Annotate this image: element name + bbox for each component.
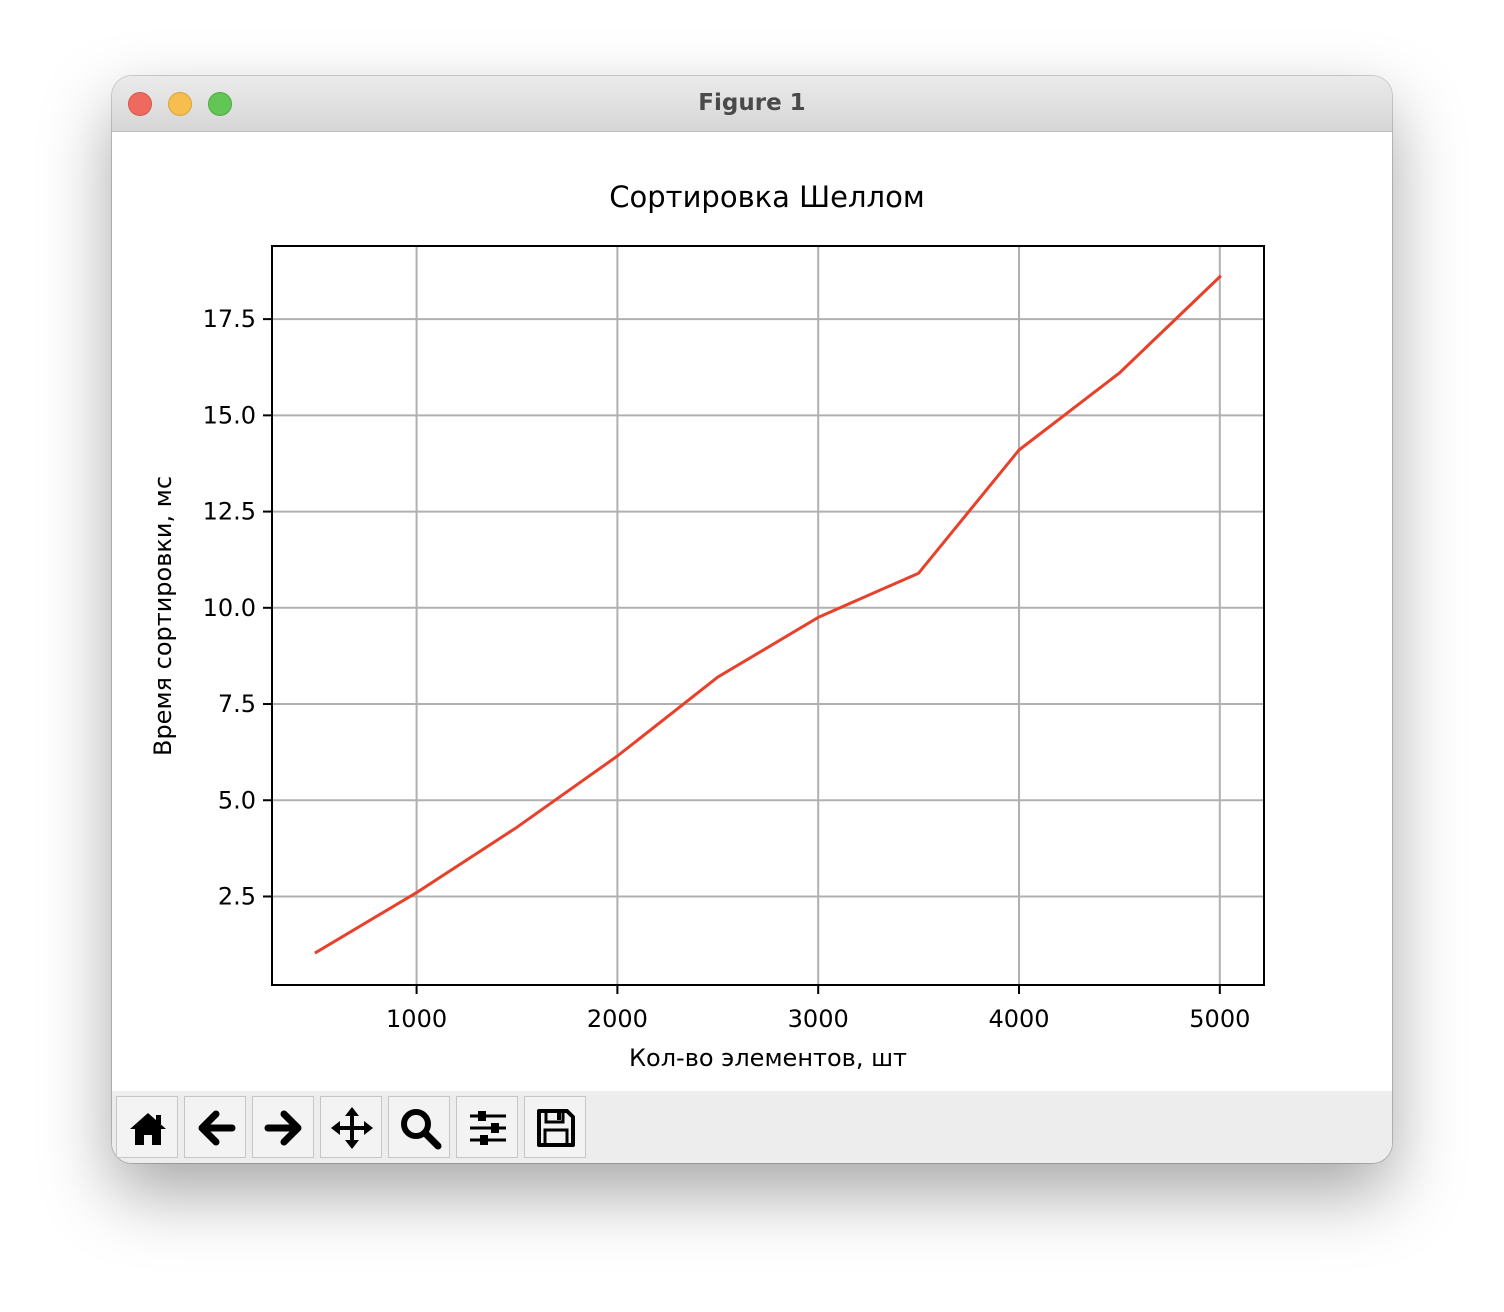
window-title: Figure 1 — [698, 90, 806, 116]
zoom-button[interactable] — [388, 1096, 450, 1158]
y-tick-label: 5.0 — [218, 786, 256, 814]
home-icon — [130, 1113, 166, 1145]
arrow-left-icon — [198, 1110, 236, 1146]
line-chart[interactable]: Сортировка Шеллом 1000 2000 3000 4000 5000 2.… — [112, 132, 1392, 1091]
home-button[interactable] — [116, 1096, 178, 1158]
y-tick-label: 7.5 — [218, 690, 256, 718]
x-axis-label: Кол-во элементов, шт — [629, 1044, 907, 1072]
magnifier-icon — [401, 1109, 442, 1150]
grid-lines — [272, 246, 1264, 985]
y-tick-label: 2.5 — [218, 882, 256, 910]
figure-window: Figure 1 Сортировка Шеллом 1000 2000 3000 4… — [112, 76, 1392, 1163]
figure-canvas[interactable]: Сортировка Шеллом 1000 2000 3000 4000 5000 2.… — [112, 132, 1392, 1091]
arrow-right-icon — [264, 1110, 302, 1146]
close-window-button[interactable] — [128, 92, 152, 116]
chart-title: Сортировка Шеллом — [609, 180, 924, 214]
y-tick-label: 10.0 — [203, 594, 256, 622]
axes-frame — [271, 245, 1265, 986]
back-button[interactable] — [184, 1096, 246, 1158]
sliders-icon — [470, 1111, 506, 1145]
y-tick-label: 15.0 — [203, 401, 256, 429]
y-tick-label: 12.5 — [203, 498, 256, 526]
minimize-window-button[interactable] — [168, 92, 192, 116]
series-line — [314, 274, 1222, 955]
tick-layer: 1000 2000 3000 4000 5000 2.5 5.0 7.5 10.0 12.5 15.… — [203, 305, 1251, 1033]
pan-button[interactable] — [320, 1096, 382, 1158]
series-layer — [314, 274, 1222, 955]
y-axis-label: Время сортировки, мс — [149, 476, 177, 756]
x-tick-label: 5000 — [1189, 1005, 1250, 1033]
maximize-window-button[interactable] — [208, 92, 232, 116]
move-icon — [331, 1107, 373, 1149]
save-button[interactable] — [524, 1096, 586, 1158]
x-tick-label: 1000 — [386, 1005, 447, 1033]
title-bar[interactable]: Figure 1 — [112, 76, 1392, 132]
floppy-disk-icon — [537, 1109, 575, 1147]
configure-subplots-button[interactable] — [456, 1096, 518, 1158]
x-tick-label: 4000 — [988, 1005, 1049, 1033]
navigation-toolbar — [112, 1091, 1392, 1163]
y-tick-label: 17.5 — [203, 305, 256, 333]
forward-button[interactable] — [252, 1096, 314, 1158]
x-tick-label: 2000 — [587, 1005, 648, 1033]
x-tick-label: 3000 — [788, 1005, 849, 1033]
